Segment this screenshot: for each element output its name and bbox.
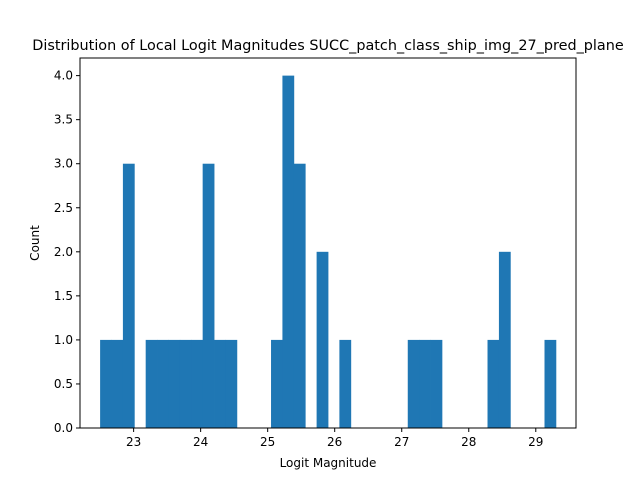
y-tick-label: 4.0 <box>54 69 73 83</box>
x-tick-label: 27 <box>394 435 409 449</box>
bars-group <box>100 75 557 429</box>
histogram-bar <box>487 339 500 428</box>
y-tick-label: 1.0 <box>54 333 73 347</box>
histogram-bar <box>145 339 158 428</box>
histogram-bar <box>214 339 226 428</box>
y-tick-label: 3.5 <box>54 113 73 127</box>
x-axis-label: Logit Magnitude <box>280 456 377 470</box>
histogram-bar <box>157 339 169 428</box>
y-tick-label: 0.5 <box>54 377 73 391</box>
chart-title: Distribution of Local Logit Magnitudes S… <box>32 38 624 54</box>
histogram-bar <box>179 339 192 428</box>
histogram-bar <box>122 163 135 428</box>
x-tick-label: 28 <box>461 435 476 449</box>
histogram-bar <box>282 75 295 429</box>
histogram-bar <box>271 339 283 428</box>
x-tick-label: 23 <box>126 435 141 449</box>
y-tick-label: 2.0 <box>54 245 73 259</box>
histogram-bar <box>191 339 204 428</box>
x-tick-label: 24 <box>193 435 208 449</box>
histogram-bar <box>100 339 112 428</box>
x-tick-label: 29 <box>528 435 543 449</box>
histogram-bar <box>430 339 443 428</box>
histogram-bar <box>498 251 511 428</box>
histogram-bar <box>111 339 124 428</box>
histogram-bar <box>419 339 431 428</box>
y-axis-ticks: 0.0 0.5 1.0 1.5 2.0 2.5 3.0 3.5 4.0 <box>54 69 80 435</box>
histogram-bar <box>168 339 181 428</box>
y-tick-label: 1.5 <box>54 289 73 303</box>
x-tick-label: 25 <box>260 435 275 449</box>
x-axis-ticks: 23 24 25 26 27 28 29 <box>126 428 543 449</box>
y-tick-label: 0.0 <box>54 421 73 435</box>
histogram-bar <box>225 339 238 428</box>
y-tick-label: 2.5 <box>54 201 73 215</box>
histogram-bar <box>407 339 420 428</box>
plot-frame <box>79 57 577 429</box>
y-tick-label: 3.0 <box>54 157 73 171</box>
histogram-bar <box>544 339 557 428</box>
x-tick-label: 26 <box>327 435 342 449</box>
histogram-bar <box>202 163 215 428</box>
histogram-bar <box>339 339 352 428</box>
histogram-bar <box>316 251 329 428</box>
y-axis-label: Count <box>28 225 42 261</box>
histogram-bar <box>293 163 306 428</box>
